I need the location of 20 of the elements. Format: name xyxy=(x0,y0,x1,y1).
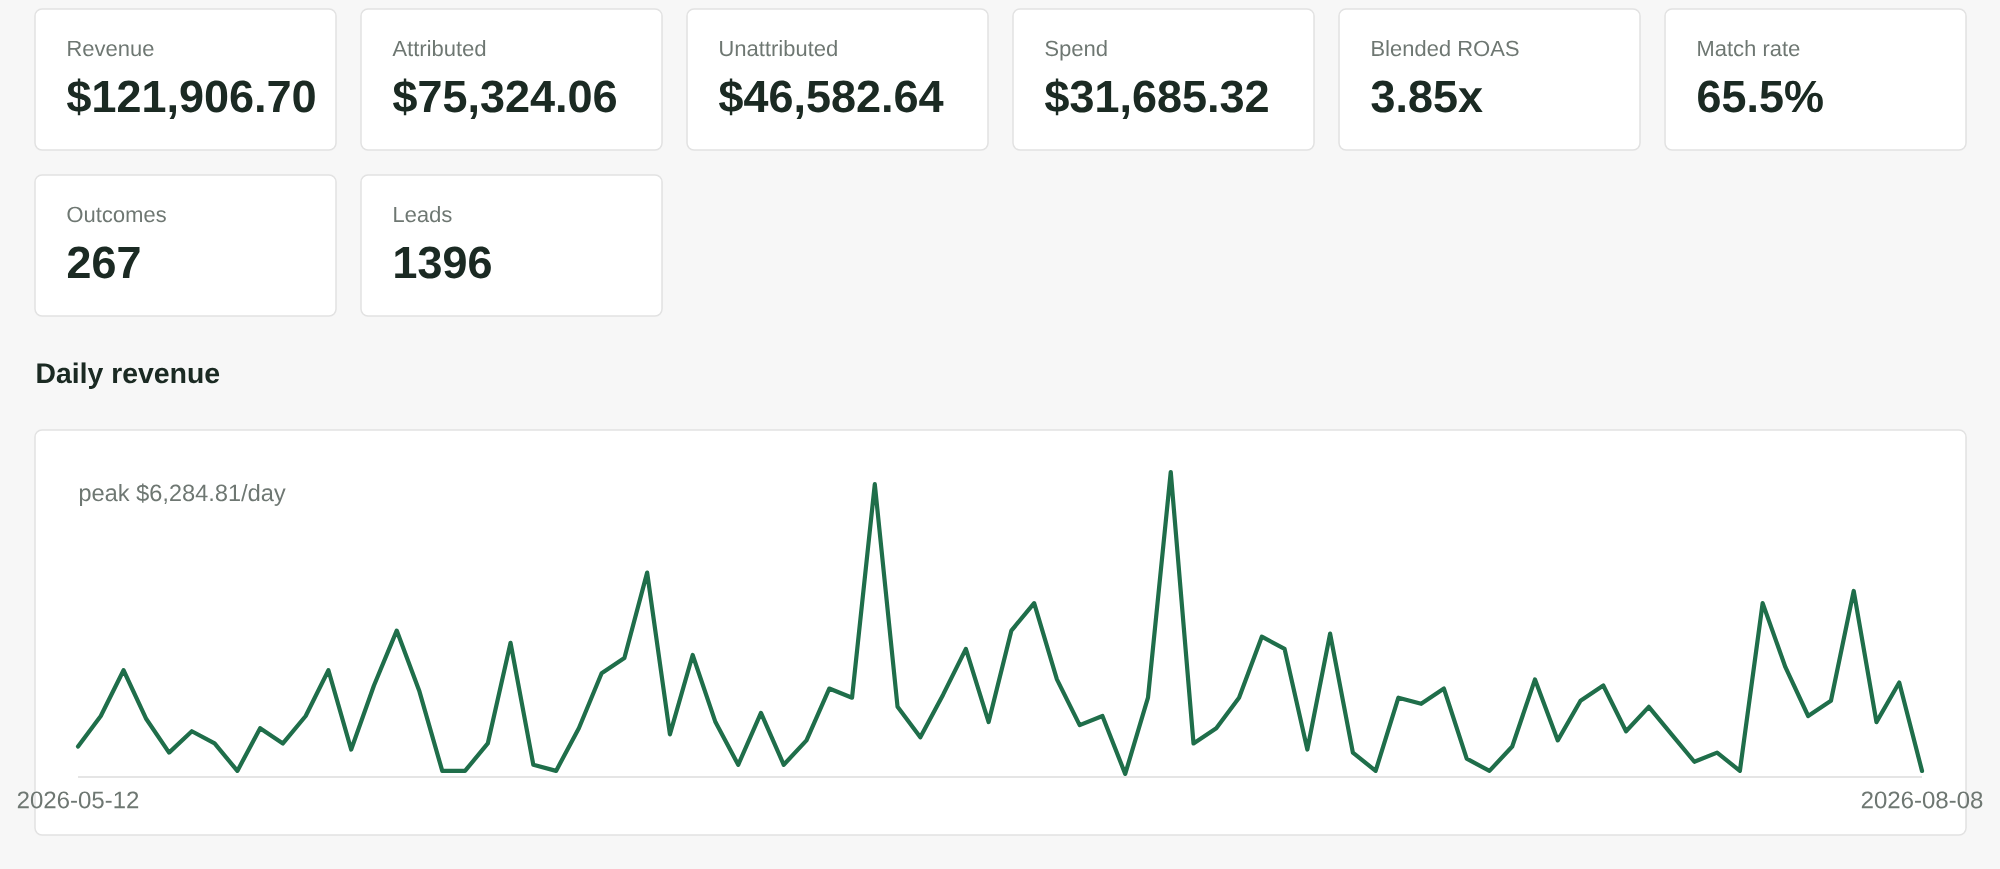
x-tick-label: 2026-05-12 xyxy=(17,791,139,809)
chart-title: Daily revenue xyxy=(37,362,220,389)
category-label: Unattributed xyxy=(720,40,837,57)
category-label: Revenue xyxy=(68,40,154,57)
category-label: Match rate xyxy=(1698,40,1800,57)
text: 65.5% xyxy=(1698,80,1823,113)
text: $75,324.06 xyxy=(393,78,616,119)
text: $46,582.64 xyxy=(719,78,944,119)
category-label: Leads xyxy=(394,206,452,223)
text: 1396 xyxy=(395,246,491,279)
text: 3.85x xyxy=(1371,80,1483,113)
text: $121,906.70 xyxy=(67,78,315,119)
category-label: Spend xyxy=(1045,40,1107,61)
x-tick-label: 2026-08-08 xyxy=(1861,791,1983,809)
text: 267 xyxy=(67,246,140,279)
category-label: Attributed xyxy=(392,40,486,57)
text: $31,685.32 xyxy=(1045,78,1268,119)
annotation: peak $6,284.81/day xyxy=(79,483,286,506)
category-label: Blended ROAS xyxy=(1372,40,1519,57)
category-label: Outcomes xyxy=(67,206,166,223)
